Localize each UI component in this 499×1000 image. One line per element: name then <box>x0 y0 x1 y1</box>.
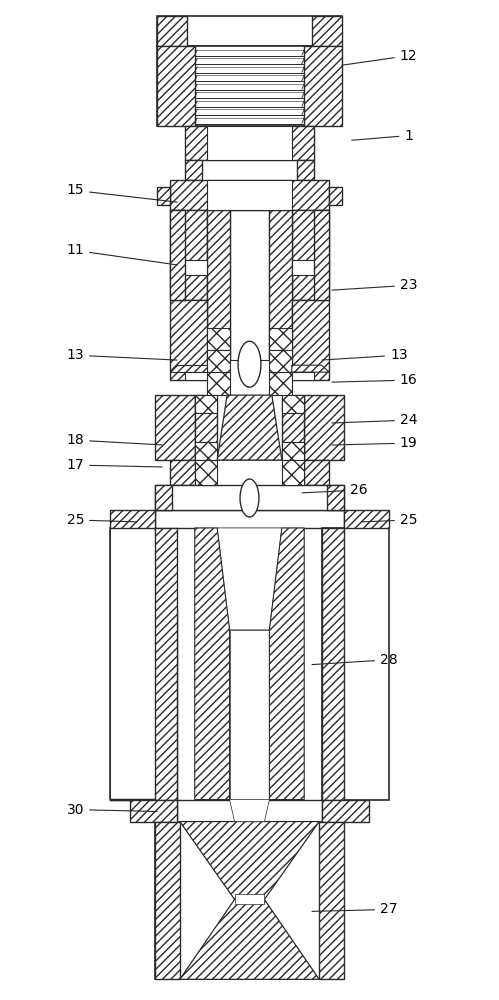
Text: 24: 24 <box>332 413 418 427</box>
Polygon shape <box>207 350 230 372</box>
Polygon shape <box>110 510 155 528</box>
Polygon shape <box>312 16 341 46</box>
Polygon shape <box>110 528 155 800</box>
Polygon shape <box>269 328 292 350</box>
Polygon shape <box>155 485 172 510</box>
Polygon shape <box>110 528 155 800</box>
Text: 25: 25 <box>66 513 137 527</box>
Text: 30: 30 <box>66 803 157 817</box>
Polygon shape <box>292 260 329 275</box>
Polygon shape <box>155 485 344 510</box>
Polygon shape <box>195 442 217 460</box>
Polygon shape <box>292 300 329 380</box>
Polygon shape <box>195 460 217 485</box>
Polygon shape <box>170 260 207 275</box>
Polygon shape <box>170 365 207 372</box>
Text: 15: 15 <box>66 183 177 202</box>
Polygon shape <box>282 395 304 413</box>
Polygon shape <box>269 210 292 360</box>
Polygon shape <box>344 510 389 528</box>
Text: 17: 17 <box>66 458 162 472</box>
Polygon shape <box>195 395 217 413</box>
Text: 18: 18 <box>66 433 162 447</box>
Text: 16: 16 <box>332 373 418 387</box>
Polygon shape <box>155 395 195 460</box>
Text: 26: 26 <box>302 483 368 497</box>
Polygon shape <box>217 395 282 460</box>
Text: 1: 1 <box>352 129 413 143</box>
Polygon shape <box>170 300 207 380</box>
Polygon shape <box>235 894 264 904</box>
Circle shape <box>240 479 259 517</box>
Polygon shape <box>322 528 344 800</box>
Polygon shape <box>322 528 389 800</box>
Polygon shape <box>158 46 341 126</box>
Polygon shape <box>297 160 314 180</box>
Text: 11: 11 <box>66 243 177 265</box>
Polygon shape <box>110 528 177 800</box>
Polygon shape <box>319 822 344 979</box>
Polygon shape <box>170 210 207 300</box>
Text: 13: 13 <box>322 348 408 362</box>
Polygon shape <box>180 822 319 899</box>
Polygon shape <box>292 210 329 300</box>
Polygon shape <box>158 16 341 46</box>
Polygon shape <box>207 210 230 360</box>
Polygon shape <box>185 126 314 160</box>
Polygon shape <box>269 372 292 395</box>
Polygon shape <box>217 395 282 460</box>
Polygon shape <box>322 800 369 822</box>
Text: 12: 12 <box>342 49 418 65</box>
Polygon shape <box>304 395 344 460</box>
Polygon shape <box>155 822 344 979</box>
Polygon shape <box>158 187 170 205</box>
Polygon shape <box>235 822 264 899</box>
Polygon shape <box>155 822 180 979</box>
Polygon shape <box>282 442 304 460</box>
Polygon shape <box>195 528 230 800</box>
Polygon shape <box>158 16 187 46</box>
Polygon shape <box>207 180 292 210</box>
Polygon shape <box>170 210 185 300</box>
Polygon shape <box>207 372 230 395</box>
Polygon shape <box>327 485 344 510</box>
Polygon shape <box>292 372 314 380</box>
Polygon shape <box>170 180 329 210</box>
Polygon shape <box>207 328 230 350</box>
Polygon shape <box>155 528 177 800</box>
Polygon shape <box>269 528 304 800</box>
Polygon shape <box>329 187 341 205</box>
Polygon shape <box>230 210 269 360</box>
Polygon shape <box>158 46 195 126</box>
Text: 27: 27 <box>312 902 398 916</box>
Text: 25: 25 <box>362 513 418 527</box>
Polygon shape <box>207 126 292 160</box>
Polygon shape <box>130 800 177 822</box>
Polygon shape <box>292 365 329 372</box>
Polygon shape <box>230 630 269 800</box>
Text: 23: 23 <box>332 278 418 292</box>
Polygon shape <box>314 210 329 300</box>
Text: 28: 28 <box>312 653 398 667</box>
Polygon shape <box>230 800 269 822</box>
Circle shape <box>238 341 261 387</box>
Polygon shape <box>304 46 341 126</box>
Polygon shape <box>185 372 207 380</box>
Polygon shape <box>269 350 292 372</box>
Polygon shape <box>177 800 322 822</box>
Polygon shape <box>185 160 202 180</box>
Polygon shape <box>180 899 319 979</box>
Text: 19: 19 <box>332 436 418 450</box>
Polygon shape <box>195 395 217 460</box>
Polygon shape <box>155 510 344 528</box>
Polygon shape <box>282 395 304 460</box>
Polygon shape <box>282 460 304 485</box>
Polygon shape <box>170 460 195 485</box>
Polygon shape <box>304 460 329 485</box>
Polygon shape <box>217 528 282 630</box>
Text: 13: 13 <box>66 348 177 362</box>
